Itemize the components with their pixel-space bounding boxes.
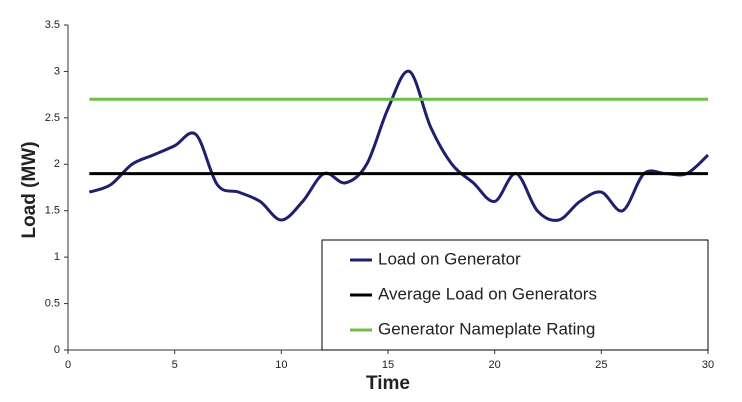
- y-tick-label: 0: [54, 344, 60, 356]
- y-tick-label: 1.5: [45, 205, 60, 217]
- x-tick-label: 10: [275, 359, 287, 371]
- y-tick-label: 2.5: [45, 112, 60, 124]
- x-tick-label: 5: [172, 359, 178, 371]
- legend-label: Generator Nameplate Rating: [378, 319, 595, 338]
- y-tick-label: 3: [54, 65, 60, 77]
- y-tick-label: 2: [54, 158, 60, 170]
- x-tick-label: 20: [489, 359, 501, 371]
- y-tick-label: 3.5: [45, 19, 60, 31]
- x-tick-label: 25: [595, 359, 607, 371]
- legend-label: Average Load on Generators: [378, 284, 597, 303]
- legend: Load on Generator Average Load on Generat…: [321, 239, 709, 351]
- y-tick-label: 1: [54, 251, 60, 263]
- legend-label: Load on Generator: [378, 249, 521, 268]
- x-tick-label: 0: [65, 359, 71, 371]
- series-line: [88, 69, 710, 222]
- y-tick-label: 0.5: [45, 297, 60, 309]
- x-tick-label: 30: [702, 359, 714, 371]
- x-axis-title: Time: [366, 373, 410, 394]
- y-axis-title: Load (MW): [19, 141, 40, 238]
- legend-box: [321, 239, 709, 351]
- x-tick-label: 15: [382, 359, 394, 371]
